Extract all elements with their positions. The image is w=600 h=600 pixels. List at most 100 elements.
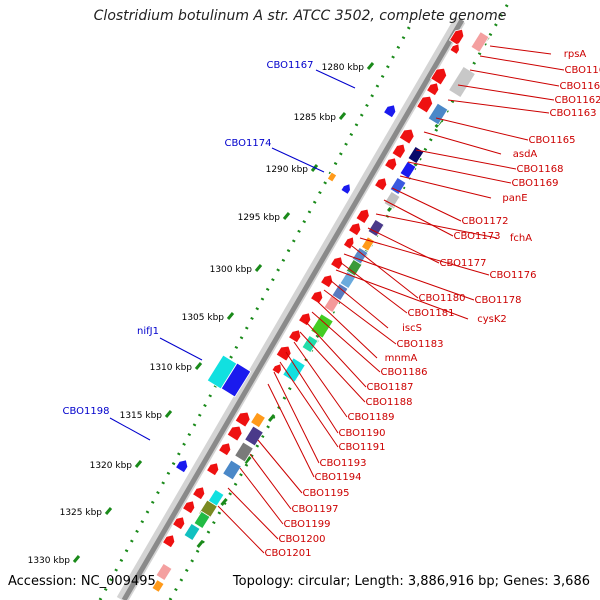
gene-arrow-1 bbox=[449, 43, 460, 55]
right-gene-label: cysK2 bbox=[477, 314, 507, 325]
gene-arrow-16-shape bbox=[288, 329, 302, 344]
right-gene-label: fchA bbox=[510, 233, 532, 244]
gene-box-20 bbox=[244, 425, 264, 447]
right-gene-label: CBO1162 bbox=[555, 95, 600, 106]
kbp-tick-label: 1330 kbp bbox=[28, 556, 71, 566]
left-leader-line bbox=[159, 337, 203, 361]
right-leader-line bbox=[317, 301, 378, 359]
left-gene-arrow-1174-shape bbox=[340, 183, 351, 195]
gene-label-layer: CBO1167 CBO1174 nifJ1 CBO1198 rpsA CBO1160 CBO… bbox=[63, 45, 600, 559]
kbp-tick-label: 1285 kbp bbox=[294, 113, 337, 123]
accession-text: Accession: NC_009495 bbox=[8, 574, 156, 589]
left-gene-label: CBO1167 bbox=[267, 60, 314, 71]
gene-box-21-shape bbox=[234, 441, 254, 463]
kbp-tick-label: 1295 kbp bbox=[238, 213, 281, 223]
right-leader-line bbox=[323, 289, 397, 345]
gene-box-20-shape bbox=[244, 425, 264, 447]
right-gene-label: mnmA bbox=[385, 353, 418, 364]
gene-box-4 bbox=[399, 160, 417, 180]
gene-box-0 bbox=[470, 31, 490, 53]
gene-box-4-shape bbox=[399, 160, 417, 180]
gene-box-22 bbox=[222, 459, 242, 481]
right-gene-label: CBO1190 bbox=[339, 428, 386, 439]
inner-tick-mark bbox=[244, 456, 252, 464]
kbp-tick-mark bbox=[104, 507, 113, 515]
inner-tick-mark bbox=[220, 498, 228, 506]
gene-box-3 bbox=[407, 145, 425, 165]
gene-arrow-6-shape bbox=[391, 143, 406, 160]
left-gene-box-1174-shape bbox=[326, 171, 338, 183]
gene-arrow-16 bbox=[288, 329, 302, 344]
backbone-layer bbox=[116, 16, 466, 600]
gene-box-15 bbox=[301, 334, 319, 354]
backbone bbox=[121, 18, 465, 600]
right-leader-line bbox=[339, 261, 408, 314]
gene-box-7-shape bbox=[367, 218, 385, 238]
inner-tick-mark bbox=[267, 414, 276, 422]
right-gene-label: CBO1195 bbox=[303, 488, 350, 499]
kbp-tick-mark bbox=[134, 460, 143, 468]
kbp-tick-mark bbox=[254, 264, 263, 272]
right-gene-label: CBO1176 bbox=[490, 270, 537, 281]
gene-box-13-shape bbox=[323, 294, 341, 314]
right-leader-line bbox=[343, 253, 475, 301]
right-leader-line bbox=[457, 84, 555, 101]
gene-box-1 bbox=[448, 65, 476, 99]
right-gene-label: CBO1160 bbox=[565, 65, 600, 76]
gene-box-1-shape bbox=[448, 65, 476, 99]
gene-arrow-7 bbox=[384, 157, 398, 172]
gene-box-7 bbox=[367, 218, 385, 238]
right-leader-line bbox=[391, 187, 462, 222]
right-leader-line bbox=[479, 55, 565, 71]
left-gene-arrow-1198-shape bbox=[175, 459, 189, 474]
gene-box-18-shape bbox=[220, 362, 252, 398]
right-leader-line bbox=[311, 311, 381, 373]
gene-arrow-17-shape bbox=[275, 345, 292, 362]
right-gene-label: rpsA bbox=[564, 49, 587, 60]
right-gene-label: CBO1189 bbox=[348, 412, 395, 423]
right-gene-label: CBO1197 bbox=[292, 504, 339, 515]
gene-arrow-13-shape bbox=[320, 274, 334, 289]
right-leader-line bbox=[267, 383, 315, 478]
gene-box-21 bbox=[234, 441, 254, 463]
gene-arrow-23-shape bbox=[192, 486, 206, 501]
right-gene-label: panE bbox=[502, 193, 527, 204]
gene-box-25-shape bbox=[193, 510, 211, 530]
gene-box-8 bbox=[360, 236, 376, 252]
kbp-tick-mark bbox=[194, 362, 203, 370]
gene-arrow-19-shape bbox=[234, 411, 251, 428]
gene-arrow-3-shape bbox=[426, 82, 440, 97]
left-gene-arrow-1167-shape bbox=[383, 104, 397, 119]
right-leader-line bbox=[351, 245, 419, 299]
gene-arrow-14-shape bbox=[310, 290, 324, 305]
right-leader-line bbox=[359, 237, 490, 276]
gene-arrow-21 bbox=[218, 442, 232, 457]
kbp-tick-mark bbox=[366, 62, 375, 70]
right-gene-label: CBO1163 bbox=[550, 108, 597, 119]
gene-arrow-22-shape bbox=[206, 462, 220, 477]
right-leader-line bbox=[415, 149, 517, 170]
gene-box-16 bbox=[282, 357, 306, 383]
gene-box-16-shape bbox=[282, 357, 306, 383]
gene-box-12-shape bbox=[331, 282, 349, 302]
gene-box-2-shape bbox=[427, 102, 449, 126]
left-gene-arrow-1174 bbox=[340, 183, 351, 195]
gene-box-6 bbox=[383, 190, 401, 210]
gene-box-25 bbox=[193, 510, 211, 530]
gene-box-19 bbox=[250, 411, 266, 429]
left-gene-arrow-1198 bbox=[175, 459, 189, 474]
gene-arrow-17 bbox=[275, 345, 292, 362]
right-leader-line bbox=[293, 341, 348, 418]
gene-arrow-9-shape bbox=[355, 208, 370, 225]
left-leader-line bbox=[315, 69, 356, 89]
right-gene-label: CBO1168 bbox=[517, 164, 564, 175]
right-leader-line bbox=[469, 69, 560, 87]
gene-arrow-9 bbox=[355, 208, 370, 225]
gene-arrow-14 bbox=[310, 290, 324, 305]
right-gene-label: CBO1193 bbox=[320, 458, 367, 469]
gene-arrow-10 bbox=[348, 222, 362, 237]
right-gene-label: CBO1165 bbox=[529, 135, 576, 146]
right-leader-line bbox=[305, 321, 367, 388]
